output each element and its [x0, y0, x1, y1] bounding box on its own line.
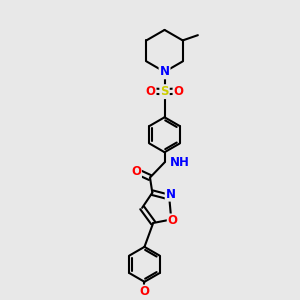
Text: O: O — [146, 85, 156, 98]
Text: NH: NH — [170, 157, 190, 169]
Text: O: O — [140, 286, 149, 298]
Text: O: O — [131, 165, 141, 178]
Text: S: S — [160, 85, 169, 98]
Text: N: N — [160, 65, 170, 78]
Text: O: O — [168, 214, 178, 227]
Text: O: O — [173, 85, 184, 98]
Text: N: N — [166, 188, 176, 201]
